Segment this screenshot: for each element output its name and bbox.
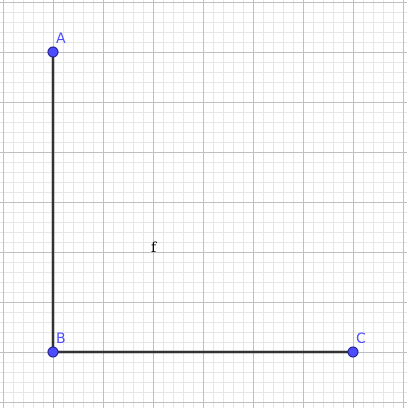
points-layer: [47, 46, 359, 358]
labels-layer: A B C f: [56, 31, 366, 347]
segments-layer: [51, 50, 355, 354]
point-c[interactable]: [347, 346, 359, 358]
point-b[interactable]: [47, 346, 59, 358]
point-a-label: A: [56, 31, 66, 47]
point-a[interactable]: [47, 46, 59, 58]
point-c-label: C: [356, 331, 366, 347]
point-b-label: B: [56, 331, 66, 347]
object-label-f: f: [151, 240, 158, 256]
